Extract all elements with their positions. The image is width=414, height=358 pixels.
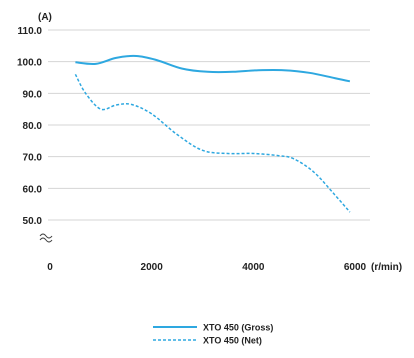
y-tick-label: 110.0 <box>18 26 43 37</box>
y-tick-label: 80.0 <box>23 121 43 132</box>
y-axis-unit-label: (A) <box>38 12 52 23</box>
axis-break-mark <box>39 233 53 243</box>
y-tick-label: 70.0 <box>23 153 43 164</box>
legend: XTO 450 (Gross) XTO 450 (Net) <box>153 323 273 346</box>
legend-label: XTO 450 (Gross) <box>203 323 273 333</box>
legend-label: XTO 450 (Net) <box>203 336 262 346</box>
x-tick-label: 2000 <box>141 262 164 273</box>
x-axis-ticks: 0 2000 4000 6000 <box>47 262 366 273</box>
series-line-net <box>74 73 351 213</box>
x-tick-label: 6000 <box>344 262 367 273</box>
y-tick-label: 100.0 <box>17 58 42 69</box>
axis-break-wave-2 <box>39 237 53 243</box>
y-tick-label: 60.0 <box>23 184 43 195</box>
x-axis-unit-label: (r/min) <box>371 262 402 273</box>
gridlines <box>48 29 370 221</box>
axis-break-wave-1 <box>39 233 53 239</box>
y-tick-label: 50.0 <box>23 216 43 227</box>
x-tick-label: 4000 <box>242 262 265 273</box>
y-tick-label: 90.0 <box>23 89 43 100</box>
y-axis-ticks: 110.0 100.0 90.0 80.0 70.0 60.0 50.0 <box>17 26 42 227</box>
series-group <box>74 54 351 213</box>
x-tick-label: 0 <box>47 262 53 273</box>
series-line-gross <box>75 54 351 83</box>
